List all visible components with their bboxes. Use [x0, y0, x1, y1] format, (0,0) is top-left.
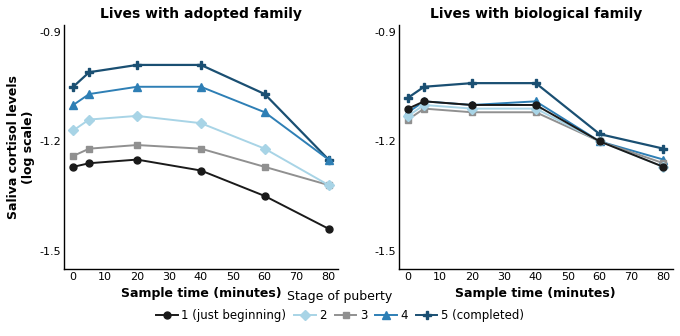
Y-axis label: Saliva cortisol levels
(log scale): Saliva cortisol levels (log scale)	[7, 75, 35, 219]
Legend: 1 (just beginning), 2, 3, 4, 5 (completed): 1 (just beginning), 2, 3, 4, 5 (complete…	[152, 285, 528, 327]
Title: Lives with adopted family: Lives with adopted family	[100, 7, 302, 21]
X-axis label: Sample time (minutes): Sample time (minutes)	[120, 287, 282, 300]
Title: Lives with biological family: Lives with biological family	[430, 7, 642, 21]
X-axis label: Sample time (minutes): Sample time (minutes)	[456, 287, 616, 300]
